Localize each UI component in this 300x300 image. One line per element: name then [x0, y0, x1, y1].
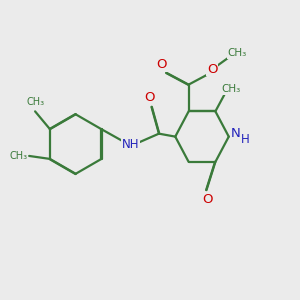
- Text: CH₃: CH₃: [10, 151, 28, 161]
- Text: CH₃: CH₃: [26, 98, 44, 107]
- Text: N: N: [230, 127, 240, 140]
- Text: H: H: [241, 133, 250, 146]
- Text: CH₃: CH₃: [227, 48, 246, 59]
- Text: O: O: [157, 58, 167, 71]
- Text: O: O: [203, 193, 213, 206]
- Text: CH₃: CH₃: [221, 84, 241, 94]
- Text: NH: NH: [122, 138, 140, 151]
- Text: O: O: [207, 63, 218, 76]
- Text: O: O: [145, 92, 155, 104]
